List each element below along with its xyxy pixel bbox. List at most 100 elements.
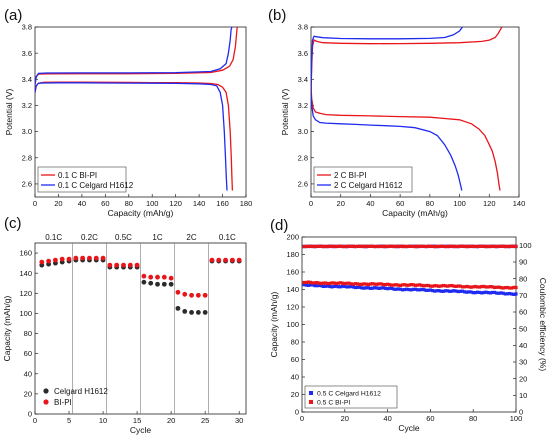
efficiency-point	[422, 244, 426, 248]
capacity-point	[418, 288, 422, 292]
capacity-point	[428, 288, 432, 292]
capacity-point	[326, 281, 330, 286]
efficiency-point	[456, 244, 460, 248]
capacity-point	[323, 281, 328, 285]
y-right-tick-label: 100	[519, 241, 532, 250]
y-right-tick-label: 90	[519, 258, 527, 267]
data-point	[195, 292, 201, 298]
capacity-point	[317, 283, 321, 287]
efficiency-point	[328, 244, 332, 248]
y-tick-label: 80	[291, 338, 299, 347]
capacity-point	[512, 285, 516, 290]
data-point	[189, 292, 194, 298]
x-tick-label: 20	[337, 199, 345, 208]
capacity-point	[456, 289, 460, 294]
data-point	[195, 310, 201, 315]
capacity-point	[467, 290, 471, 294]
capacity-point	[343, 282, 347, 286]
efficiency-point	[332, 244, 336, 248]
efficiency-point	[407, 244, 411, 248]
capacity-point	[409, 283, 413, 287]
data-point	[229, 257, 235, 263]
capacity-point	[366, 286, 370, 290]
y-right-tick-label: 80	[519, 274, 527, 283]
efficiency-point	[445, 244, 450, 249]
efficiency-point	[420, 244, 424, 249]
capacity-point	[356, 285, 360, 289]
capacity-point	[349, 282, 353, 286]
efficiency-point	[439, 244, 443, 248]
capacity-point	[323, 284, 328, 288]
series-line	[311, 27, 464, 93]
x-tick-label: 10	[99, 416, 107, 425]
legend-label: 0.5 C Celgard H1612	[317, 391, 381, 398]
capacity-point	[400, 288, 405, 292]
capacity-point	[388, 286, 392, 290]
capacity-point	[302, 280, 306, 285]
efficiency-point	[319, 244, 323, 248]
capacity-point	[497, 285, 501, 289]
capacity-point	[493, 285, 497, 290]
data-point	[175, 305, 181, 311]
efficiency-point	[495, 244, 499, 248]
y-tick-label: 40	[24, 369, 32, 378]
capacity-point	[396, 283, 400, 287]
capacity-point	[441, 289, 445, 293]
capacity-point	[403, 287, 407, 292]
capacity-point	[473, 291, 477, 295]
capacity-point	[486, 285, 490, 289]
rate-label: 0.1C	[219, 233, 236, 242]
data-point	[121, 262, 126, 268]
efficiency-point	[306, 244, 311, 248]
data-point	[80, 255, 86, 261]
efficiency-point	[351, 244, 355, 248]
capacity-point	[473, 284, 477, 289]
efficiency-point	[381, 245, 385, 249]
capacity-point	[347, 281, 351, 285]
capacity-point	[445, 284, 450, 288]
capacity-point	[465, 284, 469, 289]
capacity-point	[362, 286, 366, 290]
capacity-point	[356, 282, 360, 286]
efficiency-point	[343, 244, 347, 249]
capacity-point	[332, 284, 336, 289]
x-tick-label: 120	[169, 199, 182, 208]
efficiency-point	[366, 244, 370, 248]
legend-label: BI-PI	[54, 398, 72, 407]
data-point	[148, 280, 154, 286]
efficiency-point	[377, 244, 381, 248]
x-tick-label: 15	[133, 416, 141, 425]
capacity-point	[443, 284, 447, 288]
efficiency-point	[424, 244, 428, 249]
data-point	[114, 262, 120, 268]
y-tick-label: 3.0	[298, 127, 308, 136]
x-tick-label: 25	[201, 416, 209, 425]
data-point	[66, 256, 72, 262]
data-point	[236, 257, 242, 263]
efficiency-point	[349, 244, 353, 249]
capacity-point	[351, 285, 355, 289]
capacity-point	[454, 284, 458, 288]
capacity-point	[338, 285, 343, 289]
y-tick-label: 160	[286, 268, 299, 277]
x-tick-label: 60	[426, 414, 434, 423]
data-point	[202, 310, 208, 315]
efficiency-point	[302, 245, 306, 249]
capacity-point	[351, 282, 355, 286]
capacity-point	[445, 289, 450, 293]
capacity-point	[480, 291, 484, 295]
capacity-point	[371, 286, 375, 290]
rate-label: 1C	[152, 233, 162, 242]
y-tick-label: 3.8	[298, 23, 308, 32]
capacity-point	[358, 285, 362, 289]
efficiency-point	[488, 244, 492, 248]
capacity-point	[495, 285, 499, 289]
capacity-point	[493, 290, 497, 295]
capacity-point	[405, 287, 409, 291]
capacity-point	[338, 281, 343, 285]
efficiency-point	[313, 244, 317, 248]
efficiency-point	[433, 245, 437, 249]
y-tick-label: 2.8	[298, 153, 308, 162]
x-tick-label: 60	[396, 199, 404, 208]
capacity-point	[371, 282, 375, 286]
